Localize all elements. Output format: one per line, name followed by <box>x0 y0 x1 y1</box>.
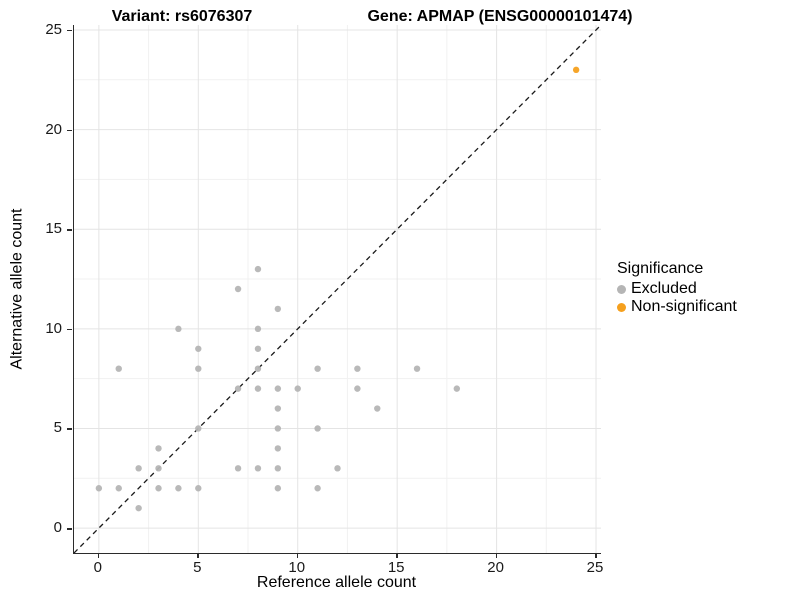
x-tick-label: 0 <box>93 559 103 576</box>
legend: Significance Excluded Non-significant <box>617 260 797 316</box>
x-tick-mark <box>296 553 299 558</box>
data-point-excluded <box>314 485 321 492</box>
x-tick-mark <box>595 553 597 558</box>
x-tick-mark <box>396 553 398 558</box>
data-point-excluded <box>274 445 282 452</box>
identity-reference-line <box>74 25 601 553</box>
x-tick-label: 10 <box>288 559 306 576</box>
y-tick-mark <box>67 328 72 331</box>
y-tick-label: 0 <box>53 519 62 537</box>
data-point-excluded <box>234 385 242 392</box>
x-tick-mark <box>495 553 498 558</box>
y-tick-label: 25 <box>45 20 62 38</box>
data-point-excluded <box>274 485 282 492</box>
legend-dot-icon <box>617 284 626 294</box>
data-point-excluded <box>234 285 242 293</box>
legend-item-label: Non-significant <box>631 298 737 315</box>
y-tick-label: 15 <box>45 220 62 238</box>
data-point-excluded <box>314 365 321 372</box>
data-point-excluded <box>254 345 262 352</box>
data-point-excluded <box>155 485 162 492</box>
x-axis-title: Reference allele count <box>256 574 417 591</box>
legend-items: Excluded Non-significant <box>617 280 797 316</box>
x-tick-label: 15 <box>387 559 405 576</box>
data-point-excluded <box>195 365 202 372</box>
plot-title-gene: Gene: APMAP (ENSG00000101474) <box>367 8 633 25</box>
y-tick-mark <box>67 229 72 231</box>
data-point-excluded <box>314 425 321 432</box>
plot-title-variant: Variant: rs6076307 <box>111 8 253 25</box>
data-point-excluded <box>413 365 421 372</box>
data-point-excluded <box>254 265 262 273</box>
y-axis-title-box: Alternative allele count <box>0 25 34 553</box>
legend-item-excluded: Excluded <box>617 280 797 298</box>
data-point-excluded <box>254 465 262 472</box>
legend-title: Significance <box>617 260 704 277</box>
data-point-excluded <box>175 325 182 333</box>
data-point-excluded <box>95 485 103 492</box>
y-tick-mark <box>67 29 72 32</box>
data-point-excluded <box>453 385 461 392</box>
scatter-plot-canvas <box>74 25 601 553</box>
data-point-excluded <box>135 465 142 472</box>
data-point-excluded <box>115 485 122 492</box>
x-tick-label: 5 <box>193 559 202 576</box>
data-point-excluded <box>374 405 381 412</box>
y-tick-mark <box>67 428 72 430</box>
data-point-excluded <box>195 425 202 432</box>
x-tick-label: 25 <box>586 559 604 576</box>
legend-item-label: Excluded <box>631 280 697 297</box>
data-point-excluded <box>254 385 262 392</box>
legend-dot-icon <box>617 302 626 312</box>
data-point-excluded <box>274 305 282 313</box>
plot-panel <box>73 25 601 554</box>
y-tick-mark <box>67 129 72 132</box>
data-point-excluded <box>254 325 262 333</box>
data-point-excluded <box>195 345 202 352</box>
data-point-excluded <box>115 365 122 372</box>
data-point-excluded <box>254 365 262 372</box>
data-point-excluded <box>354 365 361 372</box>
data-point-excluded <box>155 445 162 452</box>
y-tick-label: 10 <box>45 319 62 337</box>
y-tick-label: 5 <box>53 419 62 437</box>
x-tick-label: 20 <box>487 559 504 576</box>
data-point-excluded <box>195 485 202 492</box>
data-point-excluded <box>334 465 341 472</box>
data-point-non-significant <box>572 66 580 74</box>
x-tick-mark <box>197 553 199 558</box>
y-tick-mark <box>67 528 72 530</box>
data-point-excluded <box>234 465 242 472</box>
data-point-excluded <box>155 465 162 472</box>
data-point-excluded <box>354 385 361 392</box>
y-tick-label: 20 <box>45 120 62 138</box>
data-point-excluded <box>135 504 142 512</box>
legend-item-non-significant: Non-significant <box>617 298 797 316</box>
data-point-excluded <box>274 425 282 432</box>
data-point-excluded <box>274 385 282 392</box>
x-tick-mark <box>97 553 100 558</box>
data-point-excluded <box>274 405 282 412</box>
data-point-excluded <box>175 485 182 492</box>
data-point-excluded <box>294 385 301 392</box>
data-point-excluded <box>274 465 282 472</box>
